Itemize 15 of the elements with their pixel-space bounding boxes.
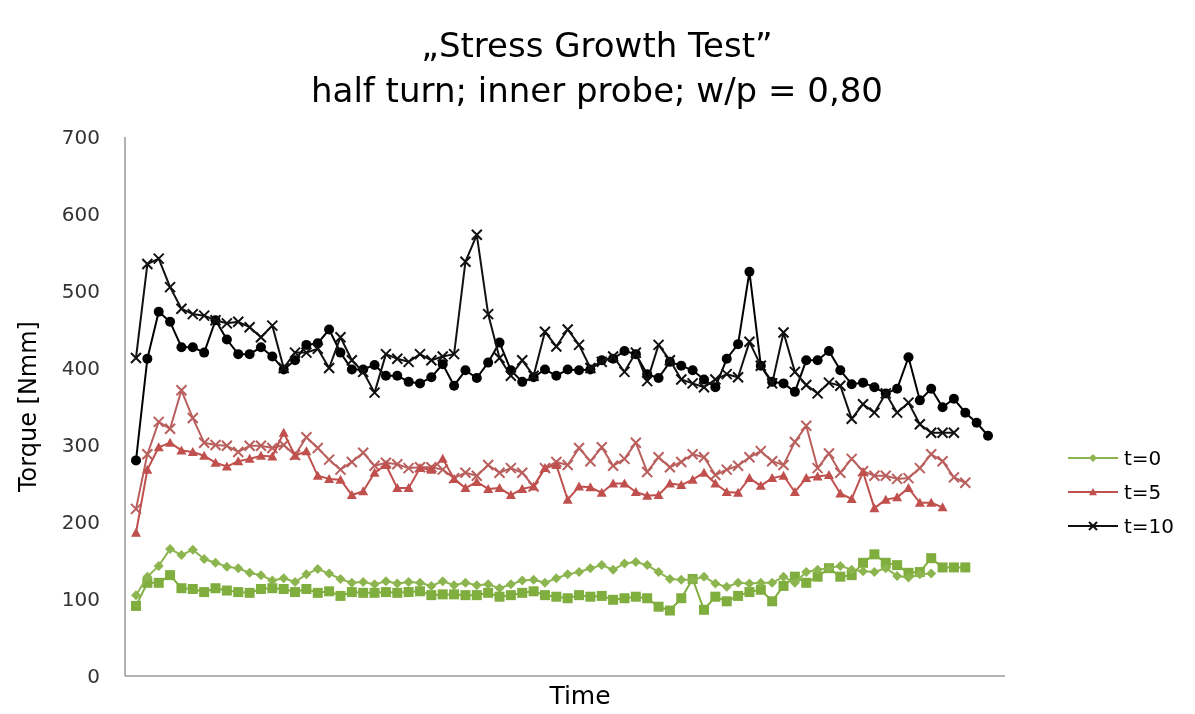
legend-label: t=10 <box>1124 514 1175 538</box>
y-tick-label: 100 <box>61 587 100 611</box>
chart-subtitle: half turn; inner probe; w/p = 0,80 <box>311 70 883 110</box>
chart-title: „Stress Growth Test” <box>421 25 773 65</box>
y-tick-label: 600 <box>61 202 100 226</box>
y-tick-label: 700 <box>61 125 100 149</box>
x-axis-title: Time <box>548 681 611 710</box>
legend-label: t=0 <box>1124 446 1162 470</box>
y-tick-label: 400 <box>61 356 100 380</box>
y-tick-label: 500 <box>61 279 100 303</box>
legend-label: t=5 <box>1124 480 1162 504</box>
y-tick-label: 200 <box>61 510 100 534</box>
y-axis-title: Torque [Nmm] <box>14 321 42 493</box>
y-tick-label: 300 <box>61 433 100 457</box>
y-tick-label: 0 <box>87 664 100 688</box>
